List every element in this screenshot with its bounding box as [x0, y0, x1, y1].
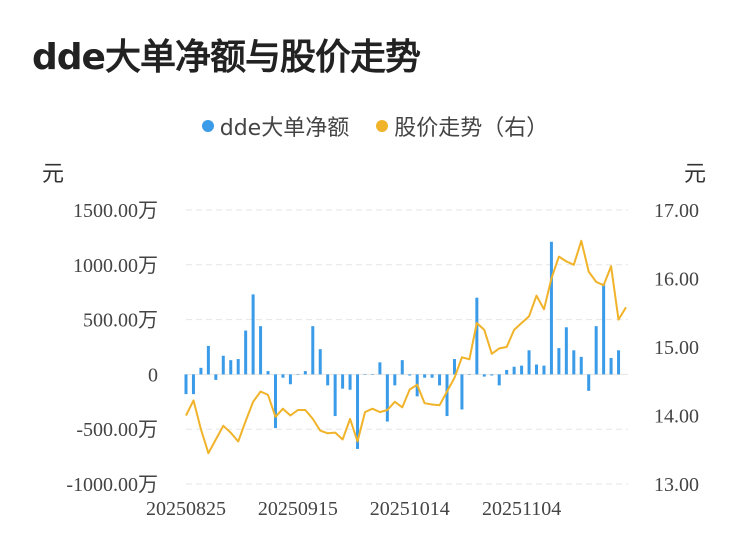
bar [214, 374, 218, 380]
bar [251, 294, 255, 375]
bar [356, 374, 360, 449]
bar [378, 362, 382, 375]
bar [512, 366, 516, 375]
bar [184, 374, 188, 395]
y-right-tick-label: 14.00 [654, 406, 699, 428]
bar [564, 327, 568, 375]
bar [602, 283, 606, 375]
bar [505, 370, 509, 375]
chart-title: dde大单净额与股价走势 [32, 37, 421, 78]
bar [288, 374, 292, 385]
bar [326, 374, 330, 386]
bar [497, 374, 501, 386]
legend-item-bar[interactable]: dde大单净额 [201, 110, 350, 142]
bar [303, 371, 307, 375]
bar [400, 360, 404, 375]
chart-legend: dde大单净额 股价走势（右） [0, 110, 750, 142]
bar [617, 350, 621, 375]
bar [609, 357, 613, 375]
bar [482, 374, 486, 377]
bar [281, 374, 285, 378]
bar [296, 374, 300, 375]
y-left-tick-label: 1000.00万 [73, 255, 158, 277]
y-right-tick-label: 15.00 [654, 337, 699, 359]
legend-bar-label: dde大单净额 [219, 116, 350, 141]
bar [311, 326, 315, 375]
bar [266, 371, 270, 375]
bar [542, 365, 546, 375]
bar [393, 374, 397, 386]
bar [594, 326, 598, 375]
bar [199, 367, 203, 375]
y-right-tick-label: 13.00 [654, 474, 699, 496]
bar [572, 350, 576, 375]
bar [557, 348, 561, 375]
bar [385, 374, 389, 422]
bar [363, 374, 367, 375]
bar [475, 297, 479, 375]
bar [445, 374, 449, 417]
bar [229, 360, 233, 375]
bar [587, 374, 591, 391]
y-left-tick-label: -500.00万 [76, 419, 158, 441]
bar [430, 374, 434, 378]
bar [370, 374, 374, 375]
bar [333, 374, 337, 417]
bar [460, 374, 464, 410]
x-tick-label: 20250825 [146, 498, 226, 520]
legend-bar-marker [201, 120, 214, 132]
bar [549, 241, 553, 375]
bar [490, 374, 494, 376]
bar [467, 374, 471, 375]
price-line [185, 239, 627, 455]
y-left-tick-label: 500.00万 [83, 310, 158, 332]
x-tick-label: 20250915 [258, 498, 338, 520]
y-right-tick-label: 17.00 [654, 200, 699, 222]
bar [341, 374, 345, 389]
y-right-tick-label: 16.00 [654, 269, 699, 291]
bar [221, 355, 225, 375]
bar [259, 326, 263, 375]
bar [408, 374, 412, 376]
bar [438, 374, 442, 386]
legend-line-marker [376, 120, 389, 132]
bar [244, 330, 248, 375]
x-tick-label: 20251014 [370, 498, 450, 520]
bar [579, 356, 583, 375]
legend-item-line[interactable]: 股价走势（右） [376, 110, 548, 142]
bar [191, 374, 195, 395]
bar [423, 374, 427, 378]
bar [206, 345, 210, 375]
bar [318, 349, 322, 375]
right-axis-unit: 元 [684, 162, 707, 187]
legend-line-label: 股价走势（右） [394, 116, 549, 141]
bar [348, 374, 352, 390]
bar [535, 364, 539, 375]
bar [273, 374, 277, 429]
left-axis-unit: 元 [42, 162, 65, 187]
bar [236, 359, 240, 375]
y-left-tick-label: -1000.00万 [66, 474, 158, 496]
y-left-tick-label: 0 [148, 364, 158, 386]
bar [452, 359, 456, 375]
bar [527, 350, 531, 375]
bar [520, 365, 524, 375]
y-left-tick-label: 1500.00万 [73, 200, 158, 222]
x-tick-label: 20251104 [482, 498, 561, 520]
